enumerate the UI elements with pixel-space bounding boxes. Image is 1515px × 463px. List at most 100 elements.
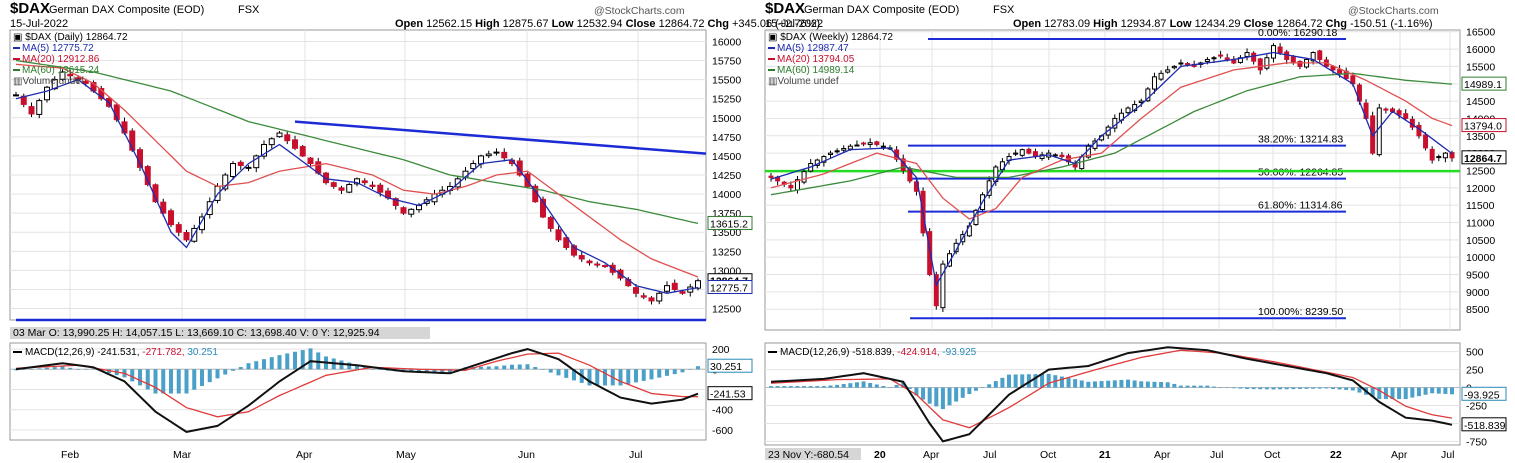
macd-histogram-bar xyxy=(680,369,685,373)
macd-histogram-bar xyxy=(815,386,820,388)
macd-histogram-bar xyxy=(914,387,919,396)
macd-histogram-bar xyxy=(1178,385,1183,388)
macd-histogram-bar xyxy=(300,350,305,370)
macd-histogram-bar xyxy=(1099,381,1104,388)
candle-down xyxy=(369,184,376,187)
y-tick-label: 16000 xyxy=(712,36,741,48)
macd-tag: -518.839 xyxy=(1464,420,1506,432)
candle-down xyxy=(307,157,314,165)
macd-histogram-bar xyxy=(1132,380,1137,388)
macd-histogram-bar xyxy=(1304,387,1309,389)
macd-histogram-bar xyxy=(1198,385,1203,388)
candle-down xyxy=(640,295,647,298)
candle-up xyxy=(485,153,492,157)
candle-up xyxy=(1138,100,1144,103)
y-tick-label: 14250 xyxy=(712,170,741,182)
macd-histogram-bar xyxy=(1377,387,1382,400)
macd-histogram-bar xyxy=(60,366,65,370)
legend-entry: ▥Volume undef xyxy=(768,76,839,87)
macd-histogram-bar xyxy=(153,369,158,394)
candle-down xyxy=(323,172,329,184)
macd-histogram-bar xyxy=(861,381,866,388)
candle-down xyxy=(671,282,678,290)
macd-histogram-bar xyxy=(657,369,662,378)
x-tick-label: Apr xyxy=(923,449,940,461)
y-tick-label: 13250 xyxy=(712,246,741,258)
candle-down xyxy=(1026,148,1032,154)
macd-histogram-bar xyxy=(83,368,88,370)
candle-down xyxy=(67,73,74,77)
macd-histogram-bar xyxy=(672,369,677,375)
macd-histogram-bar xyxy=(954,387,959,402)
candle-up xyxy=(1151,76,1157,90)
price-tag: 13615.2 xyxy=(710,218,748,230)
macd-histogram-bar xyxy=(417,369,421,372)
candle-down xyxy=(392,198,399,207)
macd-histogram-bar xyxy=(821,386,826,388)
macd-histogram-bar xyxy=(316,352,321,370)
candle-down xyxy=(377,184,384,193)
macd-histogram-bar xyxy=(1126,379,1131,388)
macd-histogram-bar xyxy=(1403,387,1408,400)
macd-histogram-bar xyxy=(207,369,212,383)
macd-histogram-bar xyxy=(517,364,522,370)
candle-down xyxy=(1297,60,1303,67)
macd-histogram-bar xyxy=(1264,387,1269,390)
macd-histogram-bar xyxy=(548,369,553,373)
macd-histogram-bar xyxy=(775,386,780,388)
macd-signal-line xyxy=(770,349,1453,429)
candle-up xyxy=(1145,88,1151,102)
y-tick-label: 9000 xyxy=(1466,287,1490,299)
candle-up xyxy=(867,142,873,145)
candle-down xyxy=(400,207,407,214)
legend-entry: MA(20) 13794.05 xyxy=(777,54,855,65)
x-tick-label: May xyxy=(396,449,417,461)
macd-histogram-bar xyxy=(246,363,251,370)
macd-histogram-bar xyxy=(1172,383,1177,388)
candle-up xyxy=(478,155,484,165)
macd-histogram-bar xyxy=(1119,379,1124,388)
macd-panel-frame xyxy=(764,342,1461,446)
macd-histogram-bar xyxy=(848,383,853,388)
macd-histogram-bar xyxy=(1278,387,1283,390)
macd-histogram-bar xyxy=(967,387,972,394)
candle-up xyxy=(493,151,500,154)
macd-histogram-bar xyxy=(1238,387,1243,389)
cursor-info: 03 Mar O: 13,990.25 H: 14,057.15 L: 13,6… xyxy=(13,327,380,339)
macd-histogram-bar xyxy=(45,367,49,370)
candle-down xyxy=(578,255,585,260)
macd-histogram-bar xyxy=(1344,387,1349,390)
macd-histogram-bar xyxy=(1450,387,1454,395)
candle-down xyxy=(1251,52,1257,62)
macd-tick-label: -250 xyxy=(1466,400,1487,412)
macd-histogram-bar xyxy=(293,351,297,370)
macd-histogram-bar xyxy=(854,382,859,388)
macd-histogram-bar xyxy=(533,366,538,370)
candle-down xyxy=(933,274,939,307)
macd-histogram-bar xyxy=(1350,387,1355,391)
candle-up xyxy=(664,285,670,292)
macd-histogram-bar xyxy=(223,369,228,375)
macd-histogram-bar xyxy=(29,369,34,370)
macd-histogram-bar xyxy=(788,386,793,388)
macd-histogram-bar xyxy=(940,387,945,410)
y-tick-label: 12500 xyxy=(1466,165,1495,177)
macd-histogram-bar xyxy=(238,366,243,370)
source-watermark: @StockCharts.com xyxy=(1348,5,1439,17)
candle-up xyxy=(1158,72,1164,80)
macd-histogram-bar xyxy=(1370,387,1375,397)
macd-histogram-bar xyxy=(1337,387,1342,390)
macd-histogram-bar xyxy=(1086,381,1091,388)
candle-up xyxy=(1376,107,1382,156)
macd-histogram-bar xyxy=(1211,386,1216,388)
y-tick-label: 11000 xyxy=(1466,217,1495,229)
macd-histogram-bar xyxy=(1297,387,1302,389)
candle-down xyxy=(594,263,601,266)
x-tick-label: Oct xyxy=(1264,449,1280,461)
price-tag: 13794.0 xyxy=(1464,121,1502,133)
candle-down xyxy=(129,130,136,151)
candle-down xyxy=(330,182,337,187)
fib-label: 38.20%: 13214.83 xyxy=(1258,134,1343,146)
x-tick-label: Apr xyxy=(1154,449,1171,461)
y-tick-label: 15500 xyxy=(1466,61,1495,73)
